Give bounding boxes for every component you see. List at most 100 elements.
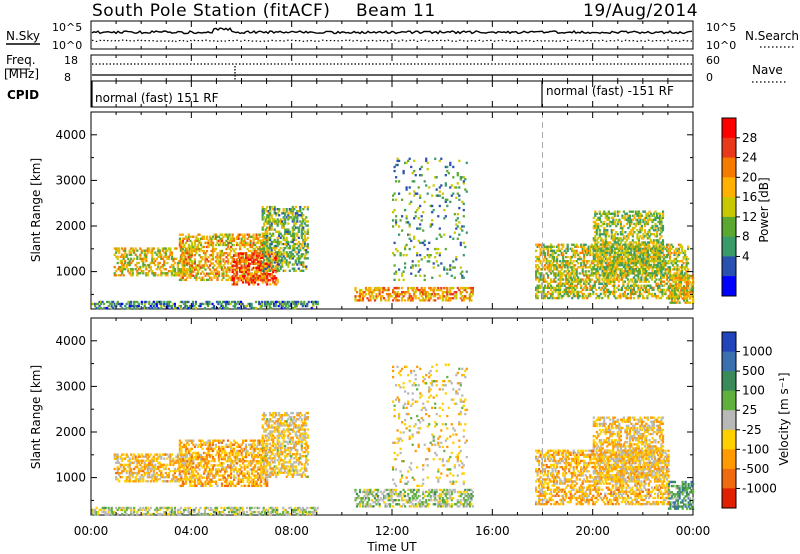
data-cell [553, 274, 556, 277]
data-cell [542, 280, 545, 283]
data-cell [598, 231, 601, 234]
data-cell [647, 284, 650, 287]
data-cell [288, 304, 291, 308]
data-cell [269, 218, 272, 221]
data-cell [263, 212, 266, 215]
data-cell [122, 253, 125, 256]
data-cell [118, 474, 121, 477]
data-cell [539, 249, 542, 253]
data-cell [594, 243, 597, 246]
data-cell [459, 241, 462, 245]
data-cell [684, 297, 687, 300]
data-cell [248, 235, 251, 238]
data-cell [276, 238, 279, 242]
data-cell [255, 245, 258, 249]
data-cell [285, 216, 288, 219]
data-cell [612, 259, 615, 263]
data-cell [230, 237, 233, 240]
data-cell [417, 206, 420, 210]
data-cell [361, 299, 365, 302]
data-cell [557, 247, 560, 251]
data-cell [587, 276, 590, 279]
data-cell [545, 280, 548, 283]
data-cell [267, 261, 270, 264]
data-cell [541, 290, 544, 294]
data-cell [276, 242, 279, 246]
data-cell [628, 222, 631, 226]
data-cell [578, 280, 581, 283]
data-cell [673, 268, 676, 271]
data-cell [173, 268, 176, 271]
data-cell [562, 260, 565, 263]
data-cell [270, 226, 273, 229]
data-cell [584, 243, 587, 246]
data-cell [236, 260, 239, 264]
data-cell [227, 262, 230, 265]
data-cell [538, 243, 541, 246]
data-cell [210, 276, 213, 279]
data-cell [137, 261, 140, 265]
data-cell [288, 230, 291, 233]
data-cell [297, 210, 300, 213]
data-cell [692, 297, 695, 300]
data-cell [648, 263, 651, 267]
data-cell [414, 274, 417, 277]
cpid-program-2: normal (fast) -151 RF [546, 84, 674, 98]
data-cell [676, 268, 679, 271]
data-cell [651, 241, 654, 244]
data-cell [671, 294, 675, 298]
data-cell [643, 284, 646, 287]
data-cell [589, 294, 592, 298]
data-cell [654, 210, 657, 213]
data-cell [615, 265, 618, 269]
data-cell [300, 263, 303, 266]
data-cell [438, 159, 441, 163]
data-cell [536, 296, 539, 300]
data-cell [251, 274, 254, 277]
data-cell [646, 274, 649, 277]
data-cell [128, 467, 131, 471]
data-cell [243, 239, 246, 243]
data-cell [145, 259, 148, 263]
data-cell [603, 251, 606, 254]
data-cell [296, 212, 299, 215]
data-cell [465, 291, 468, 294]
data-cell [300, 255, 303, 258]
data-cell [401, 286, 404, 290]
data-cell [231, 268, 234, 272]
data-cell [422, 288, 425, 292]
data-cell [189, 239, 192, 243]
data-cell [257, 262, 260, 266]
data-cell [263, 267, 266, 270]
data-cell [116, 249, 119, 252]
data-cell [273, 275, 276, 278]
data-cell [609, 274, 612, 277]
data-cell [462, 288, 465, 292]
data-cell [556, 268, 559, 271]
data-cell [283, 306, 286, 310]
data-cell [631, 292, 634, 296]
data-cell [621, 229, 624, 232]
data-cell [655, 231, 659, 234]
data-cell [228, 302, 231, 306]
data-cell [455, 227, 458, 230]
data-cell [601, 245, 604, 248]
data-cell [637, 222, 640, 226]
data-cell [187, 268, 190, 271]
data-cell [686, 293, 689, 296]
data-cell [623, 270, 626, 273]
data-cell [125, 469, 128, 473]
nsearch-trace [91, 39, 693, 43]
data-cell [395, 219, 398, 222]
data-cell [291, 232, 294, 235]
data-cell [559, 276, 562, 279]
data-cell [140, 302, 143, 306]
data-cell [551, 257, 554, 261]
data-cell [675, 283, 678, 286]
data-cell [187, 262, 190, 265]
data-cell [643, 231, 646, 234]
data-cell [422, 241, 425, 245]
data-cell [186, 272, 189, 275]
data-cell [602, 284, 605, 287]
data-cell [276, 244, 279, 248]
